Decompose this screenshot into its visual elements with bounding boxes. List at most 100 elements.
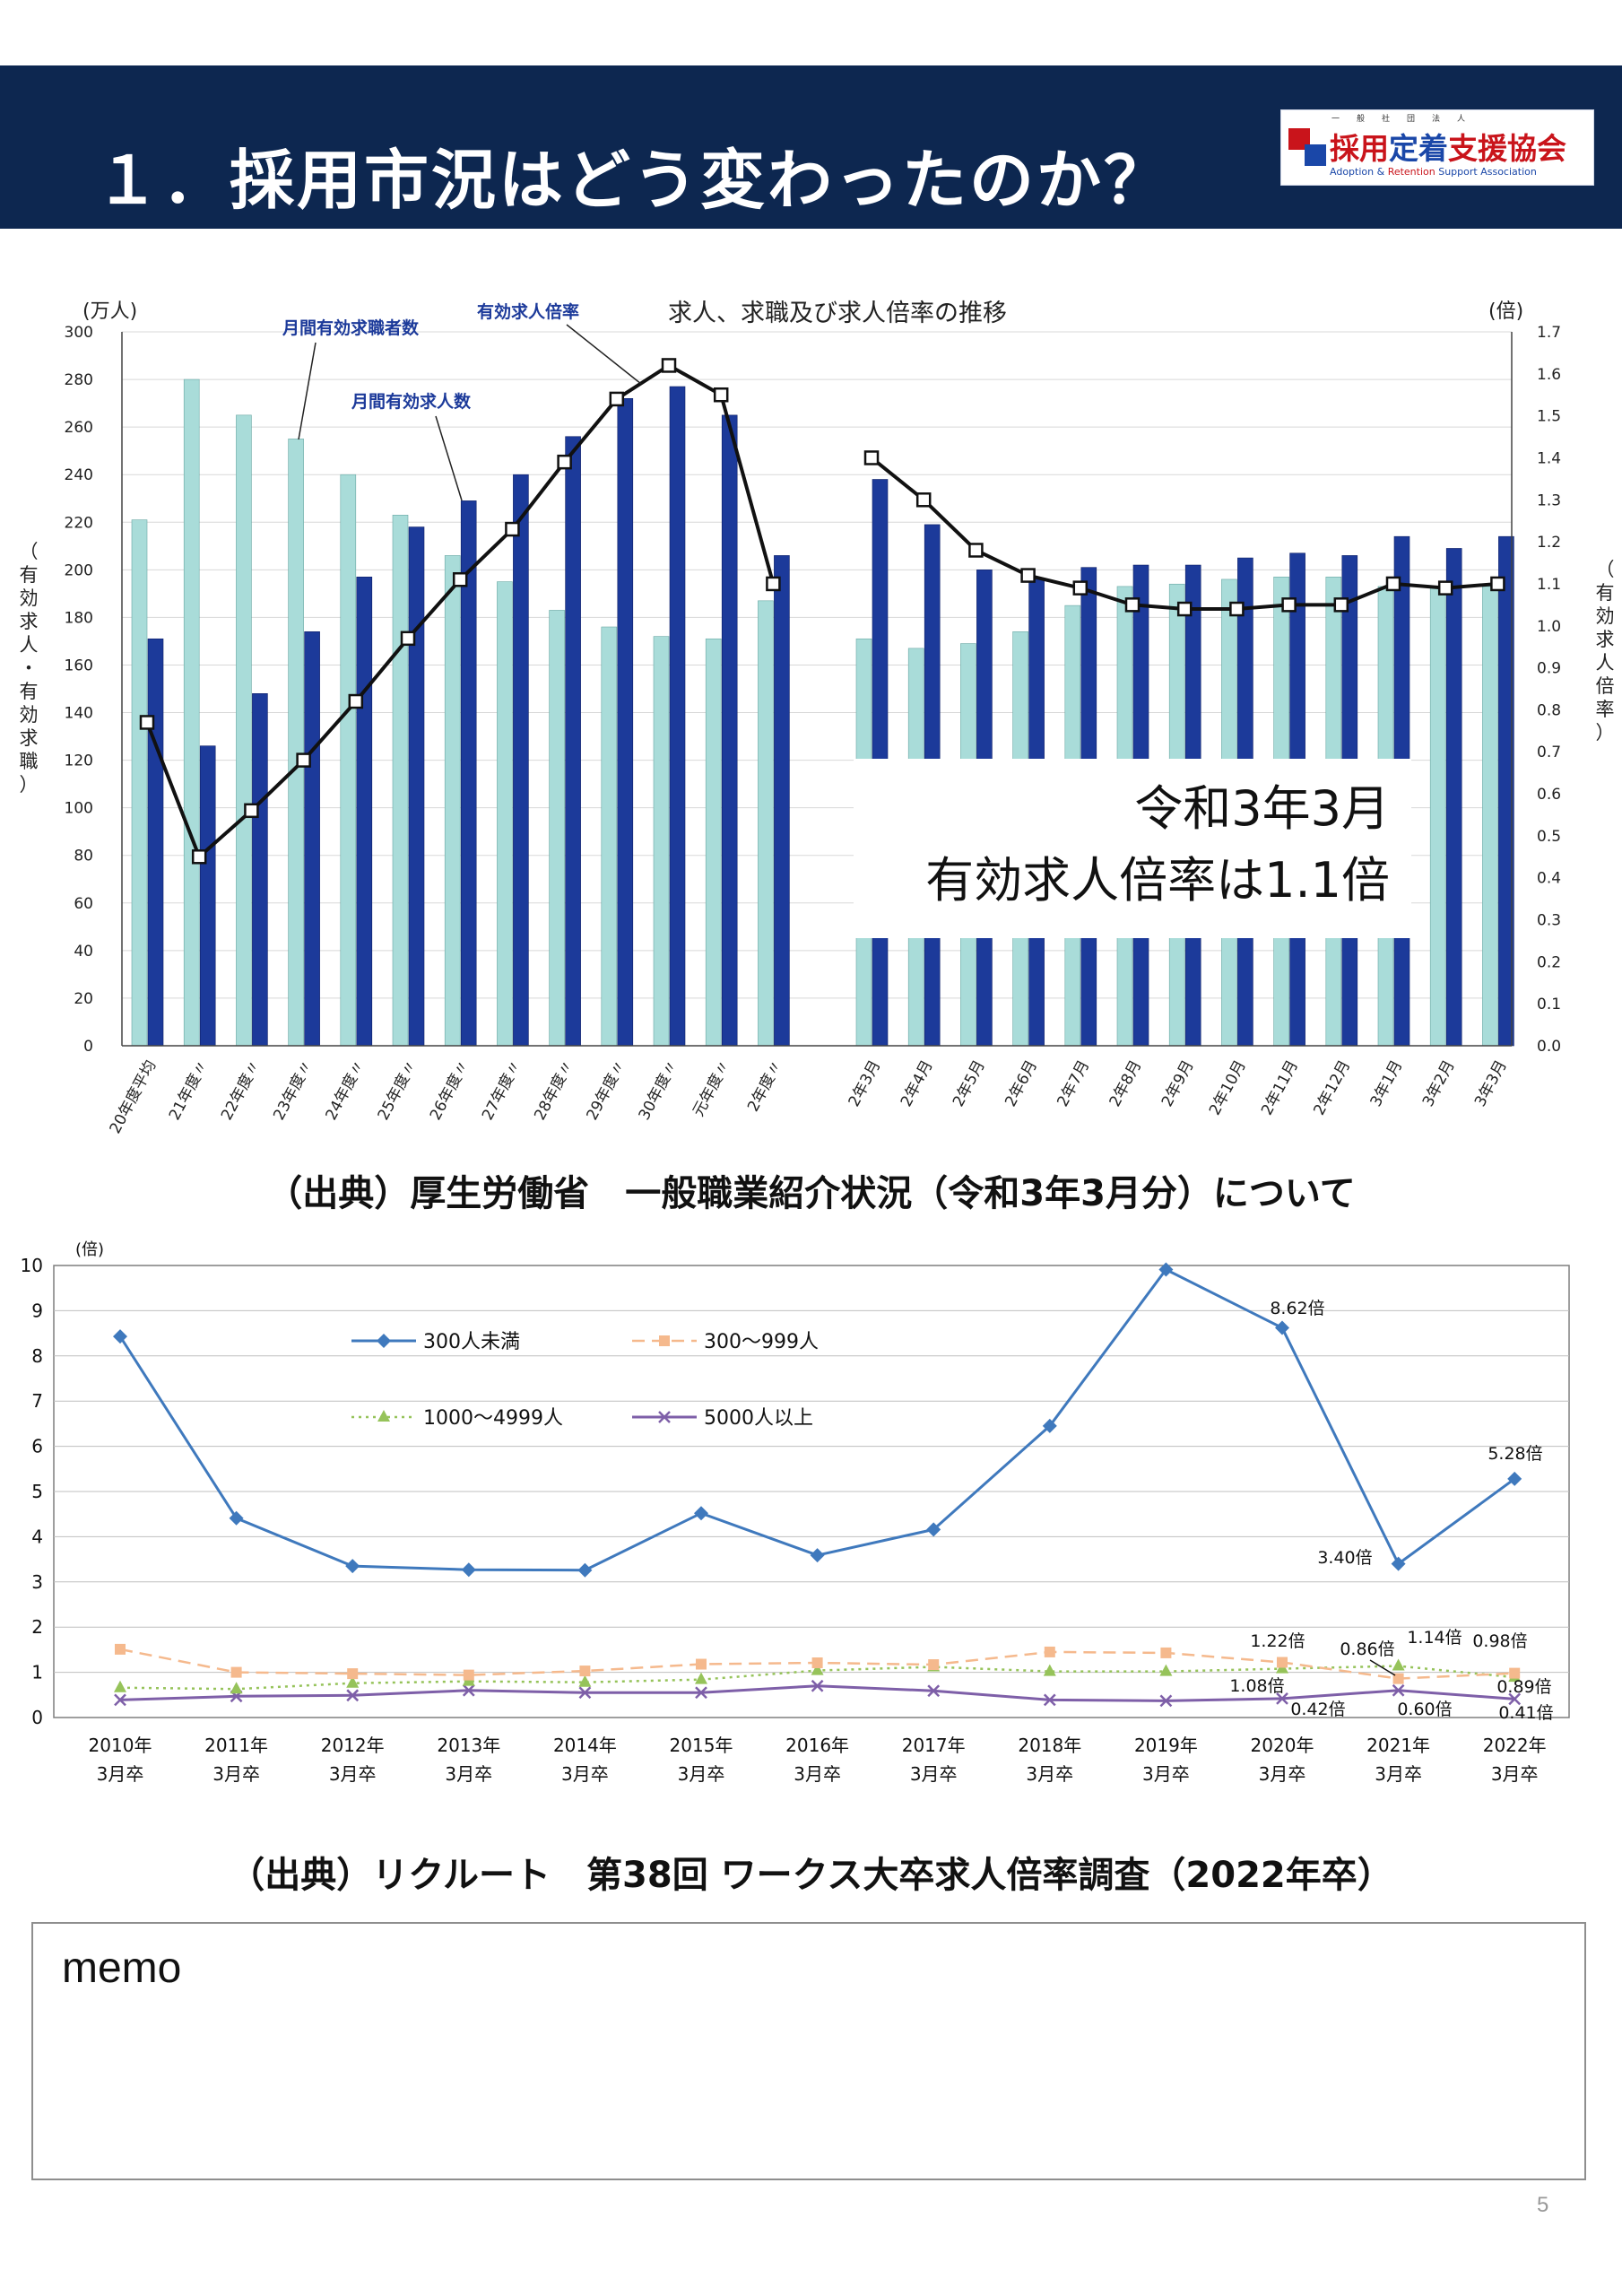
category-label: 22年度〃 [218, 1057, 265, 1124]
ratio-marker [1072, 580, 1089, 596]
right-tick-label: 1.7 [1537, 324, 1561, 342]
openings-bar [565, 436, 581, 1047]
legend-label: 300～999人 [704, 1331, 819, 1353]
data-annotation: 0.42倍 [1290, 1700, 1345, 1719]
point-marker [1392, 1658, 1405, 1671]
point-marker [347, 1668, 359, 1680]
seekers-bar [288, 439, 304, 1047]
point-marker [811, 1679, 824, 1692]
left-axis-title: 有 [20, 564, 39, 586]
x-tick-label-year: 2012年 [321, 1735, 385, 1756]
right-axis-title: 率 [1596, 699, 1615, 720]
legend-label: 300人未満 [423, 1331, 520, 1353]
point-marker [115, 1643, 126, 1655]
category-label: 3年1月 [1367, 1057, 1407, 1110]
point-marker [810, 1548, 825, 1563]
ratio-marker [348, 693, 364, 709]
left-axis-title: 効 [20, 704, 39, 726]
right-tick-label: 0.8 [1537, 701, 1561, 719]
category-label: 3年2月 [1419, 1057, 1459, 1110]
category-label: 2年度〃 [744, 1057, 786, 1115]
category-label: 24年度〃 [322, 1057, 369, 1124]
category-label: 3年3月 [1471, 1057, 1511, 1110]
category-label: 20年度平均 [107, 1057, 160, 1137]
x-tick-label-grad: 3月卒 [213, 1763, 260, 1785]
point-marker [1160, 1647, 1172, 1658]
category-label: 2年3月 [846, 1057, 885, 1110]
right-tick-label: 0.1 [1537, 996, 1561, 1013]
openings-bar [408, 526, 425, 1047]
ratio-marker [139, 715, 155, 730]
page-title: １．採用市況はどう変わったのか？ [95, 143, 1172, 218]
point-marker [695, 1672, 707, 1684]
memo-box[interactable]: memo [31, 1922, 1586, 2180]
ratio-marker [244, 803, 259, 819]
chart1-callout-background [854, 759, 1411, 938]
left-axis-title: ） [20, 774, 39, 796]
right-tick-label: 0.7 [1537, 744, 1561, 761]
point-marker [1042, 1418, 1057, 1433]
seekers-series-label: 月間有効求職者数 [282, 317, 420, 338]
point-marker [461, 1562, 476, 1578]
y-tick-label: 4 [31, 1526, 43, 1547]
point-marker [1509, 1667, 1521, 1679]
point-marker [114, 1680, 126, 1692]
ratio-marker [1490, 576, 1505, 592]
legend-label: 1000～4999人 [423, 1407, 563, 1430]
left-axis-title: （ [20, 541, 39, 562]
data-annotation: 1.08倍 [1229, 1676, 1284, 1696]
point-marker [462, 1683, 475, 1697]
left-tick-label: 280 [65, 371, 93, 389]
x-tick-label-year: 2015年 [670, 1735, 733, 1756]
data-annotation: 0.86倍 [1340, 1639, 1394, 1659]
category-label: 2年9月 [1158, 1057, 1198, 1110]
point-marker [1275, 1320, 1289, 1335]
category-label: 30年度〃 [636, 1057, 682, 1124]
x-tick-label-year: 2019年 [1134, 1735, 1198, 1756]
memo-label: memo [62, 1944, 182, 1992]
x-tick-label-year: 2022年 [1483, 1735, 1547, 1756]
point-marker [578, 1674, 592, 1687]
x-tick-label-year: 2021年 [1366, 1735, 1430, 1756]
point-marker [1508, 1692, 1522, 1706]
left-axis-title: 有 [20, 681, 39, 702]
ratio-series-label: 有効求人倍率 [477, 301, 579, 322]
left-axis-title: 求 [20, 611, 39, 632]
ratio-marker [400, 631, 416, 647]
category-label: 26年度〃 [427, 1057, 473, 1124]
seekers-bar [183, 378, 200, 1047]
openings-bar [513, 474, 529, 1047]
data-annotation: 0.98倍 [1472, 1631, 1527, 1651]
point-marker [346, 1675, 360, 1688]
point-marker [926, 1522, 941, 1537]
ratio-marker [296, 752, 311, 768]
ratio-marker [452, 572, 468, 587]
right-tick-label: 1.1 [1537, 576, 1561, 594]
left-axis-title: 効 [20, 587, 39, 609]
right-tick-label: 1.2 [1537, 534, 1561, 552]
right-tick-label: 1.4 [1537, 449, 1561, 467]
ratio-marker [1229, 601, 1245, 617]
y-tick-label: 1 [31, 1662, 43, 1683]
x-tick-label-year: 2018年 [1018, 1735, 1081, 1756]
category-label: 2年5月 [950, 1057, 989, 1110]
seekers-bar [653, 636, 670, 1047]
seekers-bar [705, 638, 722, 1047]
point-marker [345, 1559, 360, 1574]
right-tick-label: 1.5 [1537, 408, 1561, 426]
x-tick-label-grad: 3月卒 [1026, 1763, 1073, 1785]
chart2-legend: 300人未満 300～999人 1000～4999人 5000人以上 [351, 1331, 819, 1430]
category-label: 2年12月 [1310, 1057, 1354, 1118]
data-annotation: 3.40倍 [1317, 1548, 1372, 1568]
seekers-bar [549, 610, 565, 1047]
openings-bar [617, 397, 634, 1047]
x-tick-label-year: 2020年 [1251, 1735, 1314, 1756]
chart2-gridlines [53, 1265, 1570, 1718]
left-tick-label: 120 [65, 752, 93, 770]
chart2-lines [113, 1262, 1522, 1708]
right-tick-label: 0.4 [1537, 870, 1561, 888]
chart1-source: （出典）厚生労働省 一般職業紹介状況（令和3年3月分）について [266, 1173, 1356, 1214]
data-annotation: 0.41倍 [1498, 1703, 1553, 1723]
category-label: 2年4月 [898, 1057, 937, 1110]
left-tick-label: 180 [65, 609, 93, 627]
